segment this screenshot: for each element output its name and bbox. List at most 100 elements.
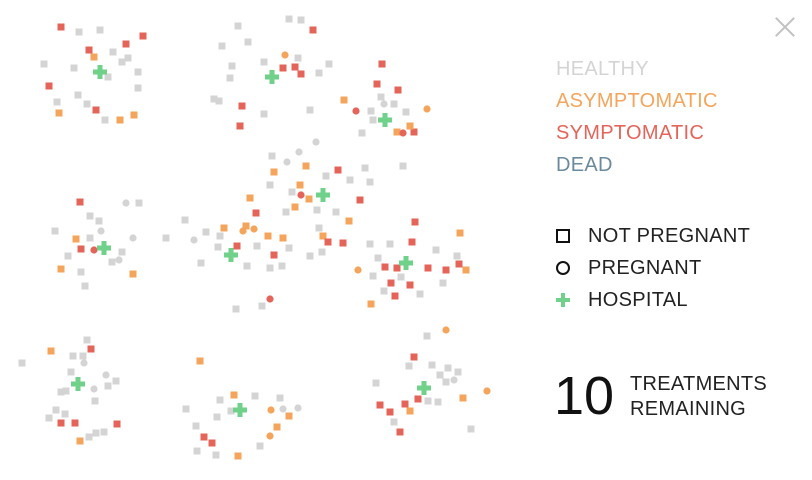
agent-healthy[interactable] bbox=[424, 397, 432, 405]
agent-symptomatic[interactable] bbox=[324, 238, 332, 246]
agent-healthy-pregnant[interactable] bbox=[294, 404, 302, 412]
agent-asymptomatic-pregnant[interactable] bbox=[354, 266, 362, 274]
agent-healthy[interactable] bbox=[232, 305, 240, 313]
agent-healthy[interactable] bbox=[218, 42, 226, 50]
agent-symptomatic[interactable] bbox=[414, 395, 422, 403]
agent-healthy[interactable] bbox=[453, 252, 461, 260]
agent-healthy[interactable] bbox=[69, 352, 77, 360]
agent-symptomatic[interactable] bbox=[236, 122, 244, 130]
agent-healthy[interactable] bbox=[216, 396, 224, 404]
agent-asymptomatic[interactable] bbox=[116, 116, 124, 124]
agent-asymptomatic[interactable] bbox=[305, 195, 313, 203]
hospital-marker[interactable] bbox=[378, 113, 392, 127]
agent-healthy[interactable] bbox=[100, 428, 108, 436]
agent-healthy[interactable] bbox=[227, 407, 235, 415]
agent-symptomatic[interactable] bbox=[279, 64, 287, 72]
agent-symptomatic-pregnant[interactable] bbox=[90, 246, 98, 254]
agent-healthy[interactable] bbox=[416, 290, 424, 298]
agent-asymptomatic[interactable] bbox=[393, 128, 401, 136]
agent-healthy[interactable] bbox=[294, 54, 302, 62]
agent-healthy[interactable] bbox=[282, 208, 290, 216]
agent-asymptomatic[interactable] bbox=[72, 235, 80, 243]
agent-healthy-pregnant[interactable] bbox=[80, 359, 88, 367]
hospital-marker[interactable] bbox=[233, 403, 247, 417]
agent-healthy[interactable] bbox=[91, 397, 99, 405]
agent-asymptomatic[interactable] bbox=[319, 232, 327, 240]
agent-healthy[interactable] bbox=[52, 406, 60, 414]
agent-asymptomatic[interactable] bbox=[345, 217, 353, 225]
agent-symptomatic[interactable] bbox=[408, 238, 416, 246]
agent-healthy[interactable] bbox=[77, 268, 85, 276]
agent-symptomatic[interactable] bbox=[410, 128, 418, 136]
agent-healthy[interactable] bbox=[214, 243, 222, 251]
agent-healthy-pregnant[interactable] bbox=[129, 234, 137, 242]
agent-asymptomatic[interactable] bbox=[459, 394, 467, 402]
agent-symptomatic[interactable] bbox=[270, 251, 278, 259]
agent-healthy[interactable] bbox=[53, 98, 61, 106]
agent-healthy-pregnant[interactable] bbox=[283, 158, 291, 166]
agent-healthy[interactable] bbox=[86, 234, 94, 242]
agent-asymptomatic-pregnant[interactable] bbox=[239, 227, 247, 235]
agent-healthy[interactable] bbox=[285, 244, 293, 252]
agent-healthy[interactable] bbox=[315, 69, 323, 77]
agent-healthy[interactable] bbox=[112, 377, 120, 385]
agent-asymptomatic[interactable] bbox=[76, 437, 84, 445]
agent-symptomatic[interactable] bbox=[85, 46, 93, 54]
agent-healthy[interactable] bbox=[104, 382, 112, 390]
agent-healthy[interactable] bbox=[202, 228, 210, 236]
agent-healthy[interactable] bbox=[83, 100, 91, 108]
agent-healthy[interactable] bbox=[405, 362, 413, 370]
agent-asymptomatic[interactable] bbox=[456, 229, 464, 237]
agent-healthy[interactable] bbox=[244, 38, 252, 46]
agent-healthy-pregnant[interactable] bbox=[190, 236, 198, 244]
agent-asymptomatic[interactable] bbox=[47, 347, 55, 355]
agent-symptomatic[interactable] bbox=[297, 70, 305, 78]
agent-healthy[interactable] bbox=[372, 379, 380, 387]
agent-healthy[interactable] bbox=[444, 364, 452, 372]
agent-healthy[interactable] bbox=[118, 248, 126, 256]
agent-healthy-pregnant[interactable] bbox=[122, 199, 130, 207]
agent-asymptomatic[interactable] bbox=[270, 168, 278, 176]
agent-healthy[interactable] bbox=[96, 26, 104, 34]
agent-asymptomatic[interactable] bbox=[246, 194, 254, 202]
agent-healthy[interactable] bbox=[434, 398, 442, 406]
agent-symptomatic[interactable] bbox=[200, 433, 208, 441]
agent-symptomatic[interactable] bbox=[309, 26, 317, 34]
agent-healthy[interactable] bbox=[213, 413, 221, 421]
agent-symptomatic[interactable] bbox=[139, 32, 147, 40]
agent-asymptomatic-pregnant[interactable] bbox=[250, 225, 258, 233]
agent-healthy-pregnant[interactable] bbox=[279, 405, 287, 413]
agent-asymptomatic[interactable] bbox=[296, 181, 304, 189]
agent-healthy[interactable] bbox=[210, 95, 218, 103]
agent-healthy[interactable] bbox=[315, 224, 323, 232]
hospital-marker[interactable] bbox=[417, 381, 431, 395]
agent-healthy[interactable] bbox=[104, 73, 112, 81]
agent-healthy[interactable] bbox=[397, 273, 405, 281]
agent-healthy[interactable] bbox=[436, 371, 444, 379]
agent-symptomatic[interactable] bbox=[45, 82, 53, 90]
agent-healthy[interactable] bbox=[399, 162, 407, 170]
hospital-marker[interactable] bbox=[97, 241, 111, 255]
agent-healthy-pregnant[interactable] bbox=[450, 376, 458, 384]
agent-healthy[interactable] bbox=[467, 425, 475, 433]
agent-healthy[interactable] bbox=[212, 451, 220, 459]
agent-asymptomatic-pregnant[interactable] bbox=[442, 326, 450, 334]
agent-symptomatic[interactable] bbox=[396, 428, 404, 436]
hospital-marker[interactable] bbox=[399, 256, 413, 270]
agent-healthy[interactable] bbox=[162, 234, 170, 242]
agent-healthy[interactable] bbox=[101, 116, 109, 124]
agent-symptomatic[interactable] bbox=[291, 63, 299, 71]
agent-healthy[interactable] bbox=[322, 172, 330, 180]
agent-healthy[interactable] bbox=[325, 60, 333, 68]
agent-healthy[interactable] bbox=[182, 405, 190, 413]
agent-healthy-pregnant[interactable] bbox=[312, 138, 320, 146]
agent-asymptomatic[interactable] bbox=[302, 162, 310, 170]
agent-healthy[interactable] bbox=[256, 442, 264, 450]
agent-healthy[interactable] bbox=[70, 64, 78, 72]
agent-symptomatic[interactable] bbox=[387, 279, 395, 287]
agent-symptomatic[interactable] bbox=[238, 102, 246, 110]
agent-symptomatic[interactable] bbox=[113, 420, 121, 428]
agent-healthy-pregnant[interactable] bbox=[102, 371, 110, 379]
agent-symptomatic[interactable] bbox=[394, 86, 402, 94]
agent-asymptomatic[interactable] bbox=[291, 203, 299, 211]
